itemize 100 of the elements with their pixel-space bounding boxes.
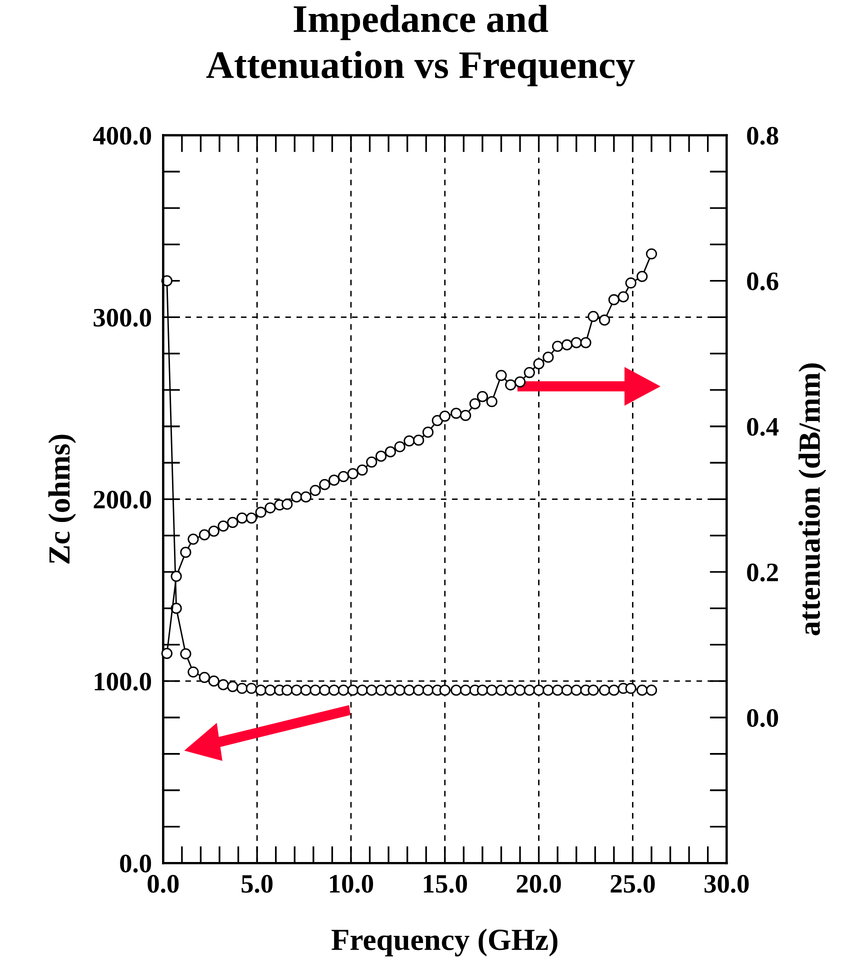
x-tick-label: 15.0	[424, 874, 467, 893]
point	[552, 340, 564, 352]
point	[450, 684, 462, 696]
point	[227, 681, 238, 692]
x-tick-label: 20.0	[516, 874, 561, 893]
x-tick-label: 25.0	[610, 874, 655, 893]
point	[646, 248, 658, 260]
point	[636, 684, 648, 696]
point	[310, 684, 321, 696]
point	[246, 682, 257, 694]
point	[486, 684, 498, 696]
point	[460, 684, 472, 696]
point	[460, 410, 472, 422]
point	[319, 684, 330, 696]
point	[439, 410, 450, 422]
point	[486, 396, 498, 408]
point	[170, 570, 182, 582]
point	[161, 648, 172, 659]
y-tick-label: 400.0	[93, 126, 152, 145]
point	[328, 684, 340, 696]
y2-tick-label: 0.2	[747, 564, 778, 582]
point	[646, 684, 658, 696]
point	[356, 684, 368, 696]
point	[469, 398, 480, 410]
point	[236, 512, 248, 524]
point	[476, 684, 488, 696]
point	[310, 484, 321, 496]
point	[636, 270, 648, 282]
point	[588, 310, 599, 322]
point	[264, 684, 276, 696]
point	[264, 502, 276, 514]
point	[570, 337, 582, 348]
point	[394, 684, 406, 696]
point	[598, 314, 610, 326]
point	[505, 379, 516, 390]
point	[180, 546, 192, 558]
point	[290, 491, 302, 503]
point	[588, 684, 599, 696]
point	[375, 684, 387, 696]
point	[384, 684, 396, 696]
x-tick-label: 30.0	[704, 874, 749, 893]
point	[347, 684, 358, 696]
x-tick-label: 0.0	[148, 874, 179, 893]
point	[255, 506, 266, 518]
point	[413, 434, 424, 446]
point	[290, 684, 302, 696]
point	[450, 408, 462, 419]
point	[218, 520, 229, 532]
y2-tick-label: 0.6	[747, 272, 778, 290]
point	[533, 358, 544, 370]
point	[246, 512, 257, 524]
point	[552, 684, 564, 696]
point	[533, 684, 544, 696]
y-tick-label: 200.0	[94, 490, 152, 509]
point	[514, 684, 526, 696]
point	[208, 676, 220, 687]
point	[319, 479, 330, 490]
point	[188, 666, 199, 678]
point	[255, 684, 266, 696]
point	[524, 366, 535, 378]
point	[356, 464, 368, 476]
point	[625, 277, 636, 289]
point	[608, 294, 620, 306]
x-tick-label: 5.0	[242, 874, 273, 893]
point	[404, 684, 415, 696]
x-tick-label: 10.0	[330, 874, 374, 893]
point	[542, 352, 554, 363]
point	[347, 468, 358, 480]
point	[328, 474, 340, 486]
point	[338, 471, 350, 482]
point	[598, 684, 610, 696]
point	[366, 456, 378, 468]
point	[404, 435, 415, 446]
y2-tick-label: 0.4	[747, 418, 779, 436]
point	[188, 534, 199, 545]
point	[375, 450, 387, 462]
point	[580, 337, 592, 348]
point	[570, 684, 582, 696]
point	[218, 679, 229, 690]
point	[394, 441, 406, 452]
point	[561, 339, 573, 350]
point	[625, 682, 636, 694]
point	[608, 684, 620, 696]
point	[618, 291, 629, 302]
y2-tick-label: 0.0	[747, 709, 778, 728]
point	[496, 684, 507, 696]
y-tick-label: 0.0	[120, 854, 152, 873]
point	[208, 526, 220, 537]
point	[198, 529, 210, 540]
point	[227, 516, 238, 528]
point	[514, 376, 526, 388]
y-tick-label: 300.0	[94, 308, 152, 327]
point	[524, 684, 535, 696]
y-tick-label: 100.0	[94, 672, 152, 691]
point	[422, 426, 434, 438]
y2-tick-label: 0.8	[747, 126, 778, 145]
point	[542, 684, 554, 696]
point	[338, 684, 350, 696]
y-axis-title: Zc (ohms)	[48, 434, 76, 564]
point	[476, 390, 488, 402]
